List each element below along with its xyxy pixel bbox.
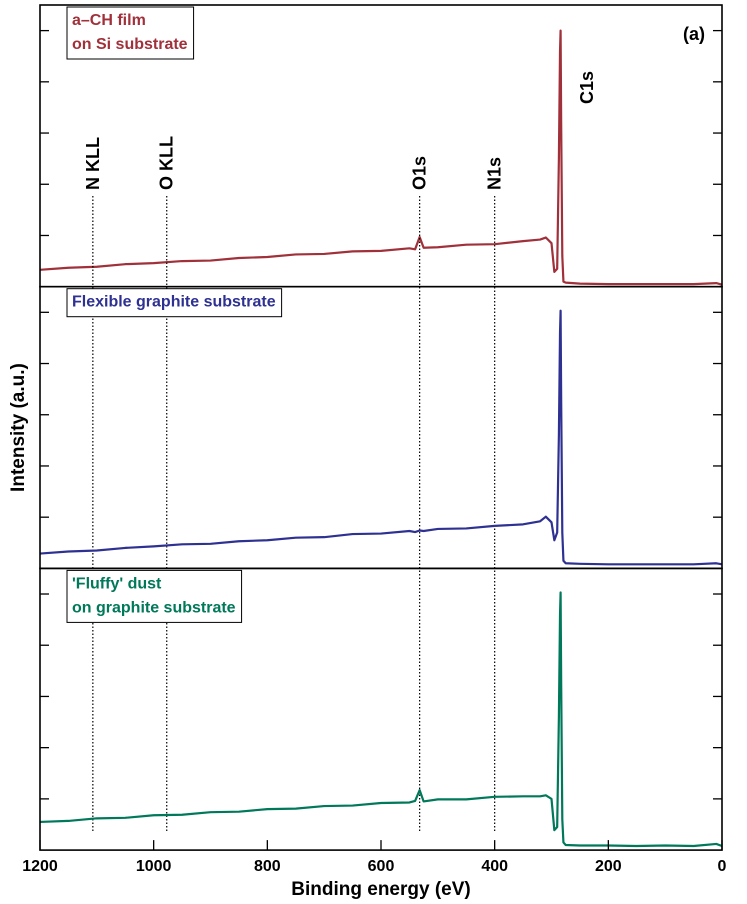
marker-label: N1s <box>485 157 505 190</box>
sample-label-text: on graphite substrate <box>72 599 236 616</box>
x-tick-label: 1000 <box>136 858 172 875</box>
x-tick-label: 200 <box>595 858 622 875</box>
sample-label-text: 'Fluffy' dust <box>72 575 162 592</box>
sample-label: Flexible graphite substrate <box>66 288 283 318</box>
x-axis-title: Binding energy (eV) <box>291 879 470 900</box>
x-tick-label: 600 <box>368 858 395 875</box>
spectrum-line <box>39 591 723 848</box>
sample-label-box <box>66 569 243 623</box>
y-axis-title: Intensity (a.u.) <box>8 363 29 492</box>
marker-label: O KLL <box>157 136 177 190</box>
marker-label: O1s <box>410 156 430 190</box>
panel-label: (a) <box>683 24 705 44</box>
marker-label: N KLL <box>83 137 103 190</box>
sample-label: 'Fluffy' dust on graphite substrate <box>66 569 243 623</box>
x-tick-label: 0 <box>718 858 727 875</box>
x-tick-label: 800 <box>254 858 281 875</box>
panel-frame <box>39 567 723 851</box>
sample-label-box <box>66 6 195 60</box>
sample-label: a–CH film on Si substrate <box>66 6 195 60</box>
spectrum-line <box>39 309 723 566</box>
sample-label-text: a–CH film <box>72 12 146 29</box>
x-tick-label: 1200 <box>22 858 58 875</box>
peak-label: C1s <box>577 71 597 104</box>
panel-frame <box>39 285 723 570</box>
sample-label-text: on Si substrate <box>72 36 188 53</box>
x-tick-label: 400 <box>481 858 508 875</box>
sample-label-box <box>66 288 283 318</box>
sample-label-text: Flexible graphite substrate <box>72 294 276 311</box>
spectrum-line <box>39 29 723 286</box>
